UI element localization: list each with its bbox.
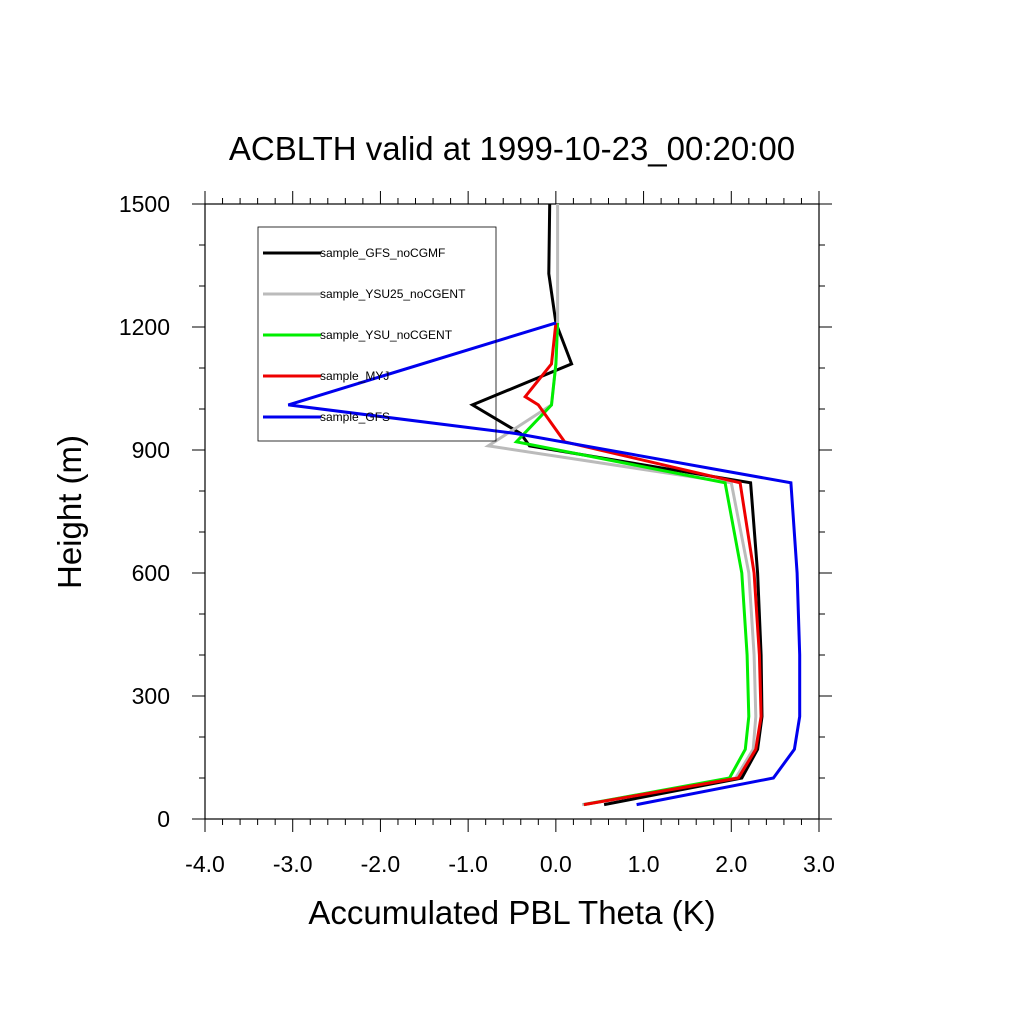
x-tick-label: 0.0: [540, 851, 572, 877]
legend-label: sample_MYJ: [320, 369, 389, 383]
plot-area: -4.0 -3.0 -2.0 -1.0 0.0 1.0 2.0 3.0 0 300 600 900 12…: [119, 191, 835, 877]
y-tick-label: 0: [157, 806, 170, 832]
legend-label: sample_YSU_noCGENT: [320, 328, 453, 342]
x-tick-label: 3.0: [803, 851, 835, 877]
y-tick-label: 1500: [119, 191, 170, 217]
x-tick-label: -3.0: [273, 851, 313, 877]
y-tick-label: 1200: [119, 314, 170, 340]
legend-label: sample_GFS: [320, 410, 390, 424]
x-tick-label: -4.0: [185, 851, 225, 877]
legend: sample_GFS_noCGMF sample_YSU25_noCGENTsam…: [257, 226, 497, 442]
x-tick-label: 2.0: [715, 851, 747, 877]
y-axis-label: Height (m): [51, 435, 88, 589]
series-line-0: [469, 203, 764, 807]
y-tick-label: 300: [132, 683, 170, 709]
series-line-1: [484, 204, 758, 807]
y-tick-label: 900: [132, 437, 170, 463]
plot-frame: [204, 203, 820, 820]
chart-title: ACBLTH valid at 1999-10-23_00:20:00: [229, 130, 795, 167]
series-line-3: [522, 322, 763, 807]
x-tick-label: 1.0: [628, 851, 660, 877]
x-tick-label: -1.0: [448, 851, 488, 877]
series-line-4: [287, 321, 802, 807]
x-tick-label: -2.0: [361, 851, 401, 877]
legend-label: sample_GFS_noCGMF: [320, 246, 445, 260]
y-tick-label: 600: [132, 560, 170, 586]
legend-label: sample_YSU25_noCGENT: [320, 287, 466, 301]
x-axis-label: Accumulated PBL Theta (K): [308, 894, 715, 931]
legend-box: [257, 226, 497, 442]
series-line-2: [513, 322, 751, 807]
